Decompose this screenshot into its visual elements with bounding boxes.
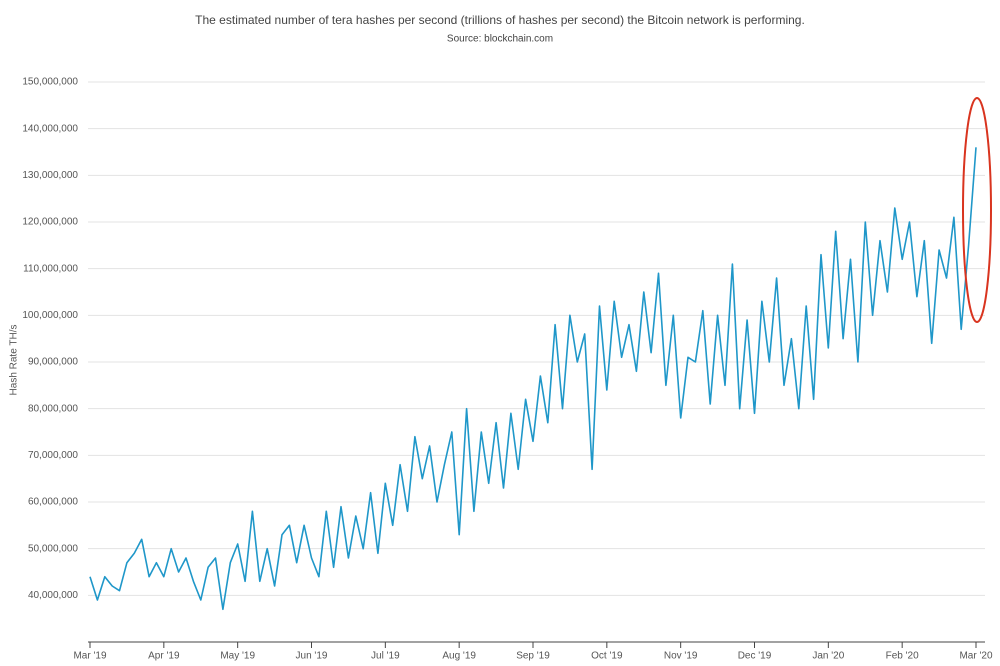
x-tick-label: Nov '19 [664, 651, 698, 662]
x-tick-label: Dec '19 [738, 651, 772, 662]
chart-subtitle: Source: blockchain.com [447, 34, 553, 45]
x-tick-label: Feb '20 [886, 651, 919, 662]
y-tick-label: 90,000,000 [28, 357, 78, 368]
x-tick-label: May '19 [220, 651, 255, 662]
y-tick-label: 60,000,000 [28, 497, 78, 508]
y-tick-label: 120,000,000 [22, 217, 78, 228]
plot [89, 147, 977, 611]
chart-title: The estimated number of tera hashes per … [195, 13, 805, 27]
x-tick-label: Jul '19 [371, 651, 400, 662]
x-tick-label: Mar '19 [73, 651, 106, 662]
x-tick-label: Oct '19 [591, 651, 623, 662]
grid: 40,000,000 50,000,000 60,000,000 70,000,000… [22, 77, 993, 662]
x-tick-label: Mar '20 [959, 651, 992, 662]
x-tick-label: Aug '19 [442, 651, 476, 662]
y-tick-label: 40,000,000 [28, 590, 78, 601]
y-tick-label: 140,000,000 [22, 123, 78, 134]
x-tick-label: Sep '19 [516, 651, 550, 662]
y-tick-label: 50,000,000 [28, 543, 78, 554]
y-tick-label: 150,000,000 [22, 77, 78, 88]
x-tick-label: Apr '19 [148, 651, 180, 662]
y-tick-label: 100,000,000 [22, 310, 78, 321]
y-tick-label: 70,000,000 [28, 450, 78, 461]
x-tick-label: Jan '20 [812, 651, 844, 662]
y-axis-label: Hash Rate TH/s [9, 325, 20, 396]
y-tick-label: 110,000,000 [23, 263, 78, 274]
y-tick-label: 80,000,000 [28, 403, 78, 414]
highlight-ellipse [962, 97, 992, 323]
x-tick-label: Jun '19 [296, 651, 328, 662]
data-line [89, 147, 977, 611]
y-tick-label: 130,000,000 [22, 170, 78, 181]
